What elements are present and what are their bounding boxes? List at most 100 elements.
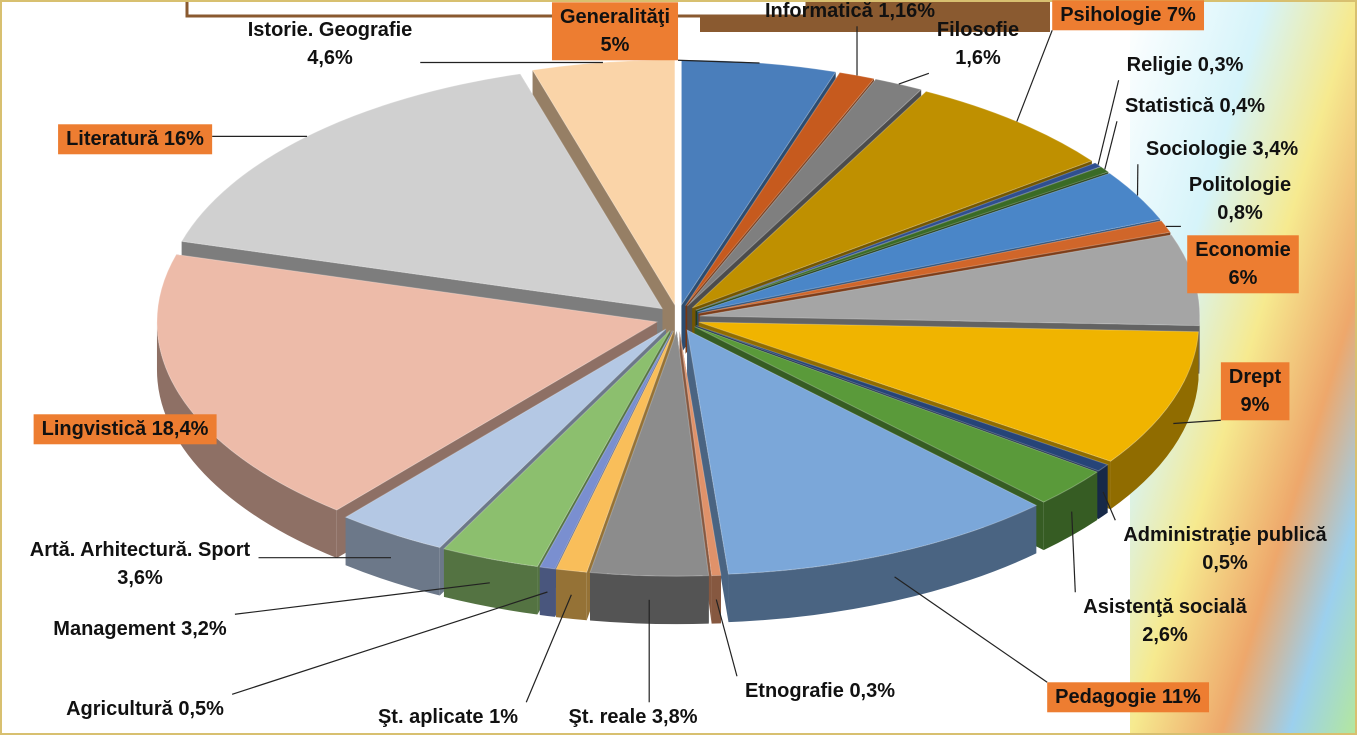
slice-top [698, 321, 1200, 462]
data-label: Economie 6% [1187, 235, 1299, 294]
label-value: 7% [1167, 4, 1196, 26]
slice-top [685, 72, 875, 306]
data-label: Filosofie 1,6% [937, 19, 1019, 69]
label-box [33, 414, 217, 445]
leader-line [234, 582, 490, 615]
data-label: Agricultură 0,5% [66, 698, 224, 720]
label-category: Agricultură [66, 698, 174, 720]
data-label: Statistică 0,4% [1125, 95, 1265, 117]
data-label: Lingvistică 18,4% [33, 414, 217, 445]
label-text: Istorie. Geografie 4,6% [248, 19, 413, 69]
leader-line [1102, 491, 1116, 521]
leader-line [678, 59, 760, 64]
label-box [1187, 235, 1299, 294]
label-category: Management [53, 618, 176, 640]
label-category: Şt. aplicate [378, 706, 484, 728]
label-text: Literatură 16% [66, 128, 204, 150]
slice-top [695, 325, 1109, 472]
data-label: Etnografie 0,3% [745, 680, 895, 702]
label-text: Religie 0,3% [1127, 54, 1244, 76]
data-label: Literatură 16% [58, 124, 213, 155]
label-category: Informatică [765, 0, 874, 22]
label-category: Statistică [1125, 95, 1215, 117]
label-value: 18,4% [152, 418, 209, 440]
slice-top [695, 166, 1110, 311]
slice-top [344, 328, 667, 549]
data-label: Drept 9% [1220, 362, 1290, 421]
data-label: Pedagogie 11% [1047, 682, 1210, 713]
label-value: 0,5% [1202, 552, 1248, 574]
slice-wall [345, 517, 440, 596]
slice-wall [443, 548, 538, 615]
label-text: Etnografie 0,3% [745, 680, 895, 702]
label-text: Psihologie 7% [1060, 4, 1196, 26]
leader-line [231, 591, 548, 695]
slice [686, 329, 1038, 623]
label-category: Artă. Arhitectură. Sport [30, 539, 251, 561]
label-box [58, 124, 213, 155]
label-category: Economie [1195, 239, 1291, 261]
data-label: Politologie 0,8% [1189, 174, 1291, 224]
label-value: 11% [1162, 686, 1201, 708]
pie [156, 59, 1201, 625]
slice-top [698, 220, 1172, 314]
slice-top [694, 326, 1099, 503]
leader-line [898, 72, 930, 85]
label-text: Administraţie publică 0,5% [1123, 524, 1327, 574]
label-value: 0,3% [849, 680, 895, 702]
label-value: 6% [1229, 267, 1258, 289]
label-text: Statistică 0,4% [1125, 95, 1265, 117]
label-value: 16% [164, 128, 204, 150]
label-value: 2,6% [1142, 624, 1188, 646]
slice-top [539, 330, 673, 570]
label-category: Filosofie [937, 19, 1019, 41]
data-label: Şt. reale 3,8% [569, 706, 698, 728]
label-text: Artă. Arhitectură. Sport 3,6% [30, 539, 251, 589]
data-label: Generalităţi 5% [551, 2, 679, 61]
label-value: 3,4% [1253, 138, 1299, 160]
slice-top [589, 331, 710, 577]
slice [589, 331, 710, 625]
label-category: Sociologie [1146, 138, 1247, 160]
label-text: Filosofie 1,6% [937, 19, 1019, 69]
label-value: 4,6% [307, 47, 353, 69]
label-category: Administraţie publică [1123, 524, 1327, 546]
data-label: Informatică 1,16% [765, 0, 935, 22]
label-category: Generalităţi [560, 6, 670, 28]
slice-top [180, 73, 664, 310]
slice-top [442, 329, 671, 568]
label-box [1220, 362, 1290, 421]
label-text: Management 3,2% [53, 618, 227, 640]
leader-line [525, 594, 572, 703]
label-category: Religie [1127, 54, 1193, 76]
slice-top [679, 331, 722, 577]
label-text: Sociologie 3,4% [1146, 138, 1298, 160]
slice-wall [556, 569, 587, 621]
label-value: 3,8% [652, 706, 698, 728]
label-value: 1% [489, 706, 518, 728]
label-text: Politologie 0,8% [1189, 174, 1291, 224]
label-text: Asistenţă socială 2,6% [1083, 596, 1247, 646]
label-value: 1,16% [878, 0, 935, 22]
data-label: Asistenţă socială 2,6% [1083, 596, 1247, 646]
label-category: Asistenţă socială [1083, 596, 1247, 618]
label-box [551, 2, 679, 61]
slice-wall [156, 321, 337, 559]
slice-wall [1098, 464, 1108, 519]
leader-line [1016, 30, 1053, 122]
label-value: 5% [601, 34, 630, 56]
leader-line [715, 599, 738, 677]
label-category: Pedagogie [1055, 686, 1156, 708]
label-value: 3,2% [181, 618, 227, 640]
slice-top [156, 253, 659, 511]
label-category: Politologie [1189, 174, 1291, 196]
label-category: Şt. reale [569, 706, 647, 728]
label-box [1052, 0, 1205, 31]
label-category: Drept [1229, 366, 1282, 388]
slice-wall [728, 505, 1037, 623]
data-label: Religie 0,3% [1127, 54, 1244, 76]
data-label: Psihologie 7% [1052, 0, 1205, 31]
data-label: Administraţie publică 0,5% [1123, 524, 1327, 574]
label-category: Lingvistică [42, 418, 147, 440]
